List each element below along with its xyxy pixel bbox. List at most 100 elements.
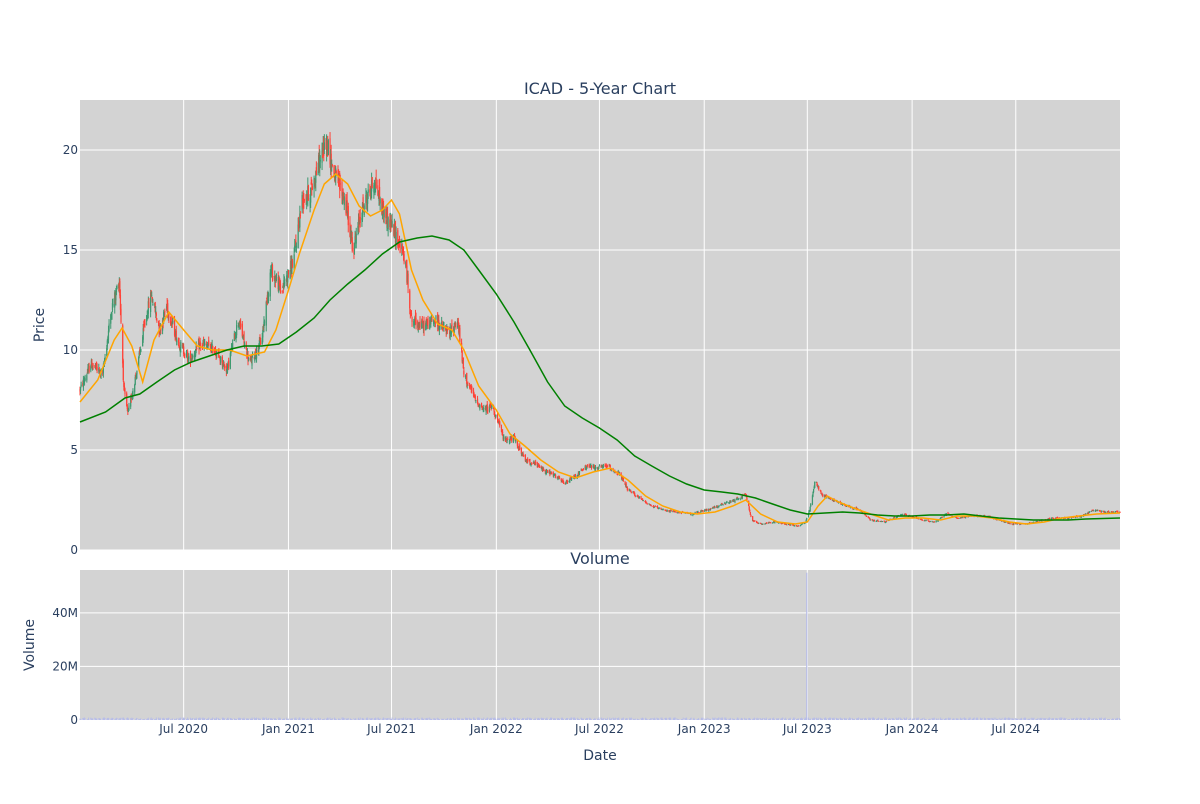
volume-bar <box>854 719 855 720</box>
candle-body <box>186 353 187 354</box>
candle-body <box>134 385 135 393</box>
candle-body <box>242 324 243 337</box>
candle-body <box>376 178 377 188</box>
volume-bar <box>1101 718 1102 720</box>
candle-body <box>86 375 87 380</box>
candle-body <box>515 440 516 441</box>
volume-bar <box>376 719 377 720</box>
candle-body <box>551 473 552 474</box>
volume-bar <box>1018 718 1019 720</box>
candle-body <box>288 270 289 274</box>
candle-body <box>368 190 369 193</box>
candle-body <box>479 405 480 409</box>
volume-bar <box>826 719 827 720</box>
candle-body <box>713 506 714 507</box>
volume-bar <box>958 719 959 720</box>
candle-body <box>463 371 464 375</box>
candle-body <box>667 510 668 511</box>
volume-bar <box>109 719 110 720</box>
volume-bar <box>683 718 684 720</box>
volume-bar <box>463 719 464 720</box>
volume-bar <box>1065 718 1066 720</box>
volume-bar <box>675 718 676 720</box>
volume-bar <box>531 719 532 720</box>
candle-body <box>240 323 241 327</box>
volume-bar <box>942 719 943 720</box>
candle-body <box>794 526 795 527</box>
candle-body <box>1013 524 1014 525</box>
candle-body <box>407 274 408 288</box>
candle-body <box>164 311 165 312</box>
volume-bar <box>356 719 357 720</box>
candle-body <box>579 471 580 474</box>
volume-bar <box>124 719 125 720</box>
volume-bar <box>535 719 536 720</box>
volume-bar <box>898 718 899 720</box>
volume-bar <box>336 719 337 720</box>
volume-axis-label: Volume <box>22 619 38 671</box>
volume-bar <box>256 718 257 720</box>
date-tick-label: Jul 2020 <box>158 722 208 736</box>
volume-bar <box>272 719 273 720</box>
candle-body <box>348 206 349 225</box>
volume-bar <box>591 719 592 720</box>
candle-body <box>810 507 811 511</box>
candle-body <box>487 410 488 412</box>
candle-body <box>1089 511 1090 512</box>
volume-bar <box>1037 718 1038 720</box>
volume-bar <box>208 718 209 720</box>
volume-bar <box>288 719 289 720</box>
candle-body <box>499 421 500 425</box>
date-tick-label: Jan 2024 <box>885 722 939 736</box>
candle-body <box>483 408 484 409</box>
volume-bar <box>1026 719 1027 720</box>
volume-bar <box>758 718 759 720</box>
volume-bar <box>719 718 720 720</box>
price-tick-label: 0 <box>70 543 78 557</box>
candle-body <box>316 167 317 175</box>
volume-bar <box>105 718 106 720</box>
volume-bar <box>651 718 652 720</box>
candle-body <box>151 296 152 297</box>
volume-bar <box>101 719 102 720</box>
candle-body <box>116 286 117 288</box>
volume-bar <box>627 718 628 720</box>
volume-bar <box>471 719 472 720</box>
volume-bar <box>144 719 145 720</box>
volume-bar <box>587 718 588 720</box>
candle-body <box>1049 518 1050 519</box>
candle-body <box>328 140 329 155</box>
volume-bar <box>894 719 895 720</box>
volume-bar <box>850 718 851 720</box>
candle-body <box>140 349 141 351</box>
volume-bar <box>874 719 875 720</box>
volume-bar <box>814 718 815 720</box>
candle-body <box>511 437 512 440</box>
volume-bar <box>890 719 891 720</box>
volume-bar <box>224 718 225 720</box>
volume-bar <box>990 718 991 720</box>
volume-bar <box>244 719 245 720</box>
volume-bar <box>583 719 584 720</box>
volume-bar <box>918 718 919 720</box>
volume-bar <box>954 719 955 720</box>
candle-body <box>312 186 313 189</box>
candle-body <box>308 185 309 200</box>
candle-body <box>555 475 556 477</box>
candle-body <box>372 177 373 188</box>
candle-body <box>750 512 751 515</box>
candle-body <box>497 415 498 420</box>
candle-body <box>1097 510 1098 511</box>
candle-body <box>132 391 133 396</box>
volume-bar <box>862 719 863 720</box>
candle-body <box>922 520 923 521</box>
candle-body <box>725 503 726 504</box>
candle-body <box>475 396 476 399</box>
candle-body <box>750 515 751 517</box>
volume-bar <box>1117 718 1118 720</box>
candle-body <box>894 517 895 518</box>
volume-bar <box>1045 718 1046 720</box>
candle-body <box>244 343 245 345</box>
volume-bar <box>595 719 596 720</box>
